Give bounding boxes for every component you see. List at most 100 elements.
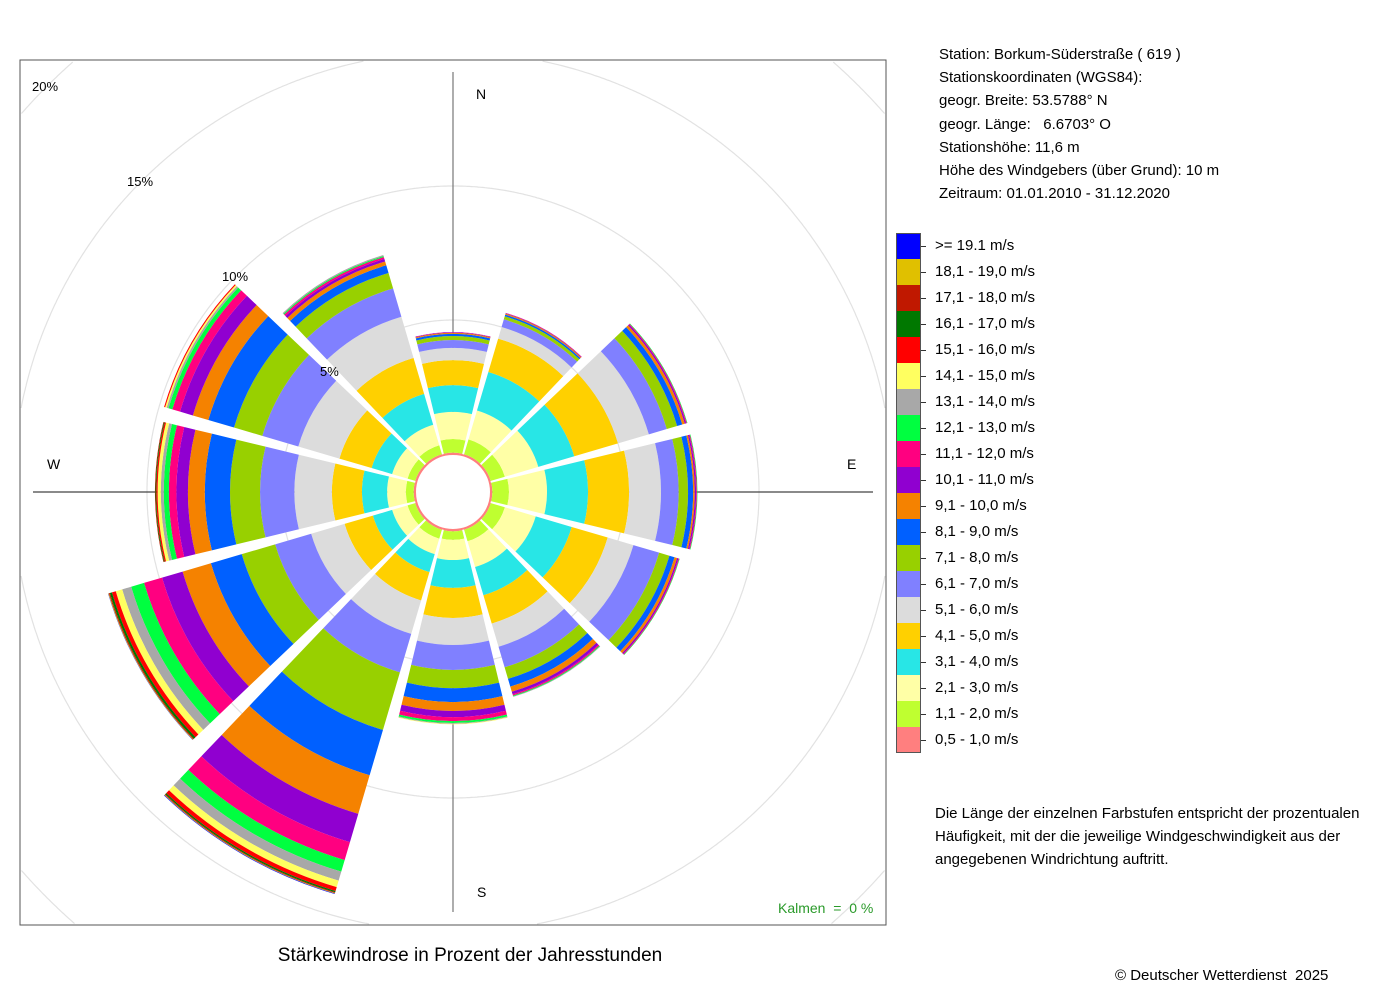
band-60-class-1 <box>481 454 505 481</box>
legend-label: 16,1 - 17,0 m/s <box>935 315 1036 332</box>
band-210-class-1 <box>419 520 442 539</box>
band-180-class-5 <box>417 614 489 645</box>
band-30-class-7 <box>503 316 580 362</box>
band-240-class-13 <box>122 586 211 730</box>
legend-swatch <box>896 363 920 389</box>
legend-swatch <box>896 233 920 259</box>
legend-swatch <box>896 727 920 753</box>
band-300-class-6 <box>262 354 337 447</box>
legend-tick <box>921 246 926 247</box>
chart-title: Stärkewindrose in Prozent der Jahresstun… <box>278 945 662 966</box>
band-180-class-14 <box>398 717 508 725</box>
band-0-class-8 <box>415 333 491 341</box>
band-270-class-12 <box>163 424 177 560</box>
band-300-class-1 <box>407 459 425 481</box>
direction-label-n: N <box>476 86 486 102</box>
band-210-class-13 <box>173 778 342 881</box>
band-0-class-9 <box>415 332 491 339</box>
band-90-class-7 <box>672 436 688 548</box>
band-240-class-11 <box>144 577 234 715</box>
band-0-class-6 <box>417 340 489 352</box>
legend-swatch <box>896 571 920 597</box>
legend-tick <box>921 636 926 637</box>
legend-tick <box>921 610 926 611</box>
legend-label: 6,1 - 7,0 m/s <box>935 575 1019 592</box>
band-270-class-11 <box>168 425 185 559</box>
band-60-class-3 <box>517 404 575 467</box>
band-0-class-3 <box>427 385 479 415</box>
band-300-class-2 <box>392 448 419 479</box>
radial-tick-label-10: 10% <box>222 269 248 284</box>
sector-240 <box>108 502 426 740</box>
band-90-class-1 <box>491 478 509 506</box>
legend-label: 14,1 - 15,0 m/s <box>935 367 1036 384</box>
grid-circle-15 <box>20 60 886 925</box>
band-180-class-13 <box>398 716 508 724</box>
band-240-class-6 <box>275 533 346 620</box>
legend-swatch <box>896 389 920 415</box>
calm-label: Kalmen = 0 % <box>778 900 873 916</box>
legend-tick <box>921 324 926 325</box>
band-240-class-4 <box>344 515 393 570</box>
band-120-class-4 <box>542 526 608 604</box>
legend-swatch <box>896 493 920 519</box>
band-90-class-4 <box>584 450 630 534</box>
band-330-class-3 <box>382 393 434 442</box>
band-210-class-2 <box>408 527 440 555</box>
legend-label: 5,1 - 6,0 m/s <box>935 601 1019 618</box>
band-270-class-16 <box>155 422 165 562</box>
band-210-class-12 <box>180 769 345 872</box>
sector-210 <box>163 519 443 895</box>
band-330-class-5 <box>326 316 414 391</box>
band-120-class-7 <box>608 552 670 648</box>
band-210-class-7 <box>281 628 400 731</box>
band-120-class-2 <box>492 507 536 552</box>
radial-tick-label-15: 15% <box>127 174 153 189</box>
legend-tick <box>921 740 926 741</box>
calm-circle <box>414 453 492 531</box>
band-150-class-1 <box>464 520 489 542</box>
legend-swatch <box>896 259 920 285</box>
band-330-class-9 <box>287 261 387 321</box>
band-150-class-10 <box>511 642 599 695</box>
legend-swatch <box>896 675 920 701</box>
legend-tick <box>921 532 926 533</box>
radial-tick-label-5: 5% <box>320 364 339 379</box>
band-30-class-2 <box>468 410 512 453</box>
band-300-class-11 <box>172 290 247 412</box>
direction-label-e: E <box>847 456 856 472</box>
legend-tick <box>921 480 926 481</box>
band-90-class-3 <box>544 460 589 524</box>
legend-tick <box>921 402 926 403</box>
sector-120 <box>480 502 680 655</box>
legend-label: 2,1 - 3,0 m/s <box>935 679 1019 696</box>
band-270-class-17 <box>155 421 164 563</box>
legend-label: 0,5 - 1,0 m/s <box>935 731 1019 748</box>
band-150-class-9 <box>510 638 597 692</box>
band-90-class-9 <box>686 435 695 549</box>
band-330-class-8 <box>290 265 389 327</box>
legend-label: 13,1 - 14,0 m/s <box>935 393 1036 410</box>
band-270-class-2 <box>387 476 408 508</box>
band-0-class-7 <box>416 336 490 345</box>
station-latitude: geogr. Breite: 53.5788° N <box>939 92 1108 109</box>
direction-label-s: S <box>477 884 486 900</box>
legend-label: 15,1 - 16,0 m/s <box>935 341 1036 358</box>
band-90-class-10 <box>687 434 697 550</box>
band-240-class-2 <box>392 505 419 536</box>
band-90-class-5 <box>624 443 661 541</box>
band-30-class-4 <box>488 338 564 402</box>
band-240-class-8 <box>210 554 294 667</box>
band-180-class-8 <box>403 682 503 703</box>
band-300-class-3 <box>371 433 408 475</box>
band-270-class-7 <box>230 439 266 545</box>
band-150-class-3 <box>475 548 528 596</box>
legend-swatch <box>896 441 920 467</box>
legend-label: 8,1 - 9,0 m/s <box>935 523 1019 540</box>
station-longitude: geogr. Länge: 6.6703° O <box>939 116 1111 133</box>
radial-tick-label-20: 20% <box>32 79 58 94</box>
description-line: Häufigkeit, mit der die jeweilige Windge… <box>935 828 1341 845</box>
band-60-class-5 <box>577 351 649 444</box>
band-300-class-8 <box>208 316 288 428</box>
band-60-class-6 <box>600 338 667 435</box>
